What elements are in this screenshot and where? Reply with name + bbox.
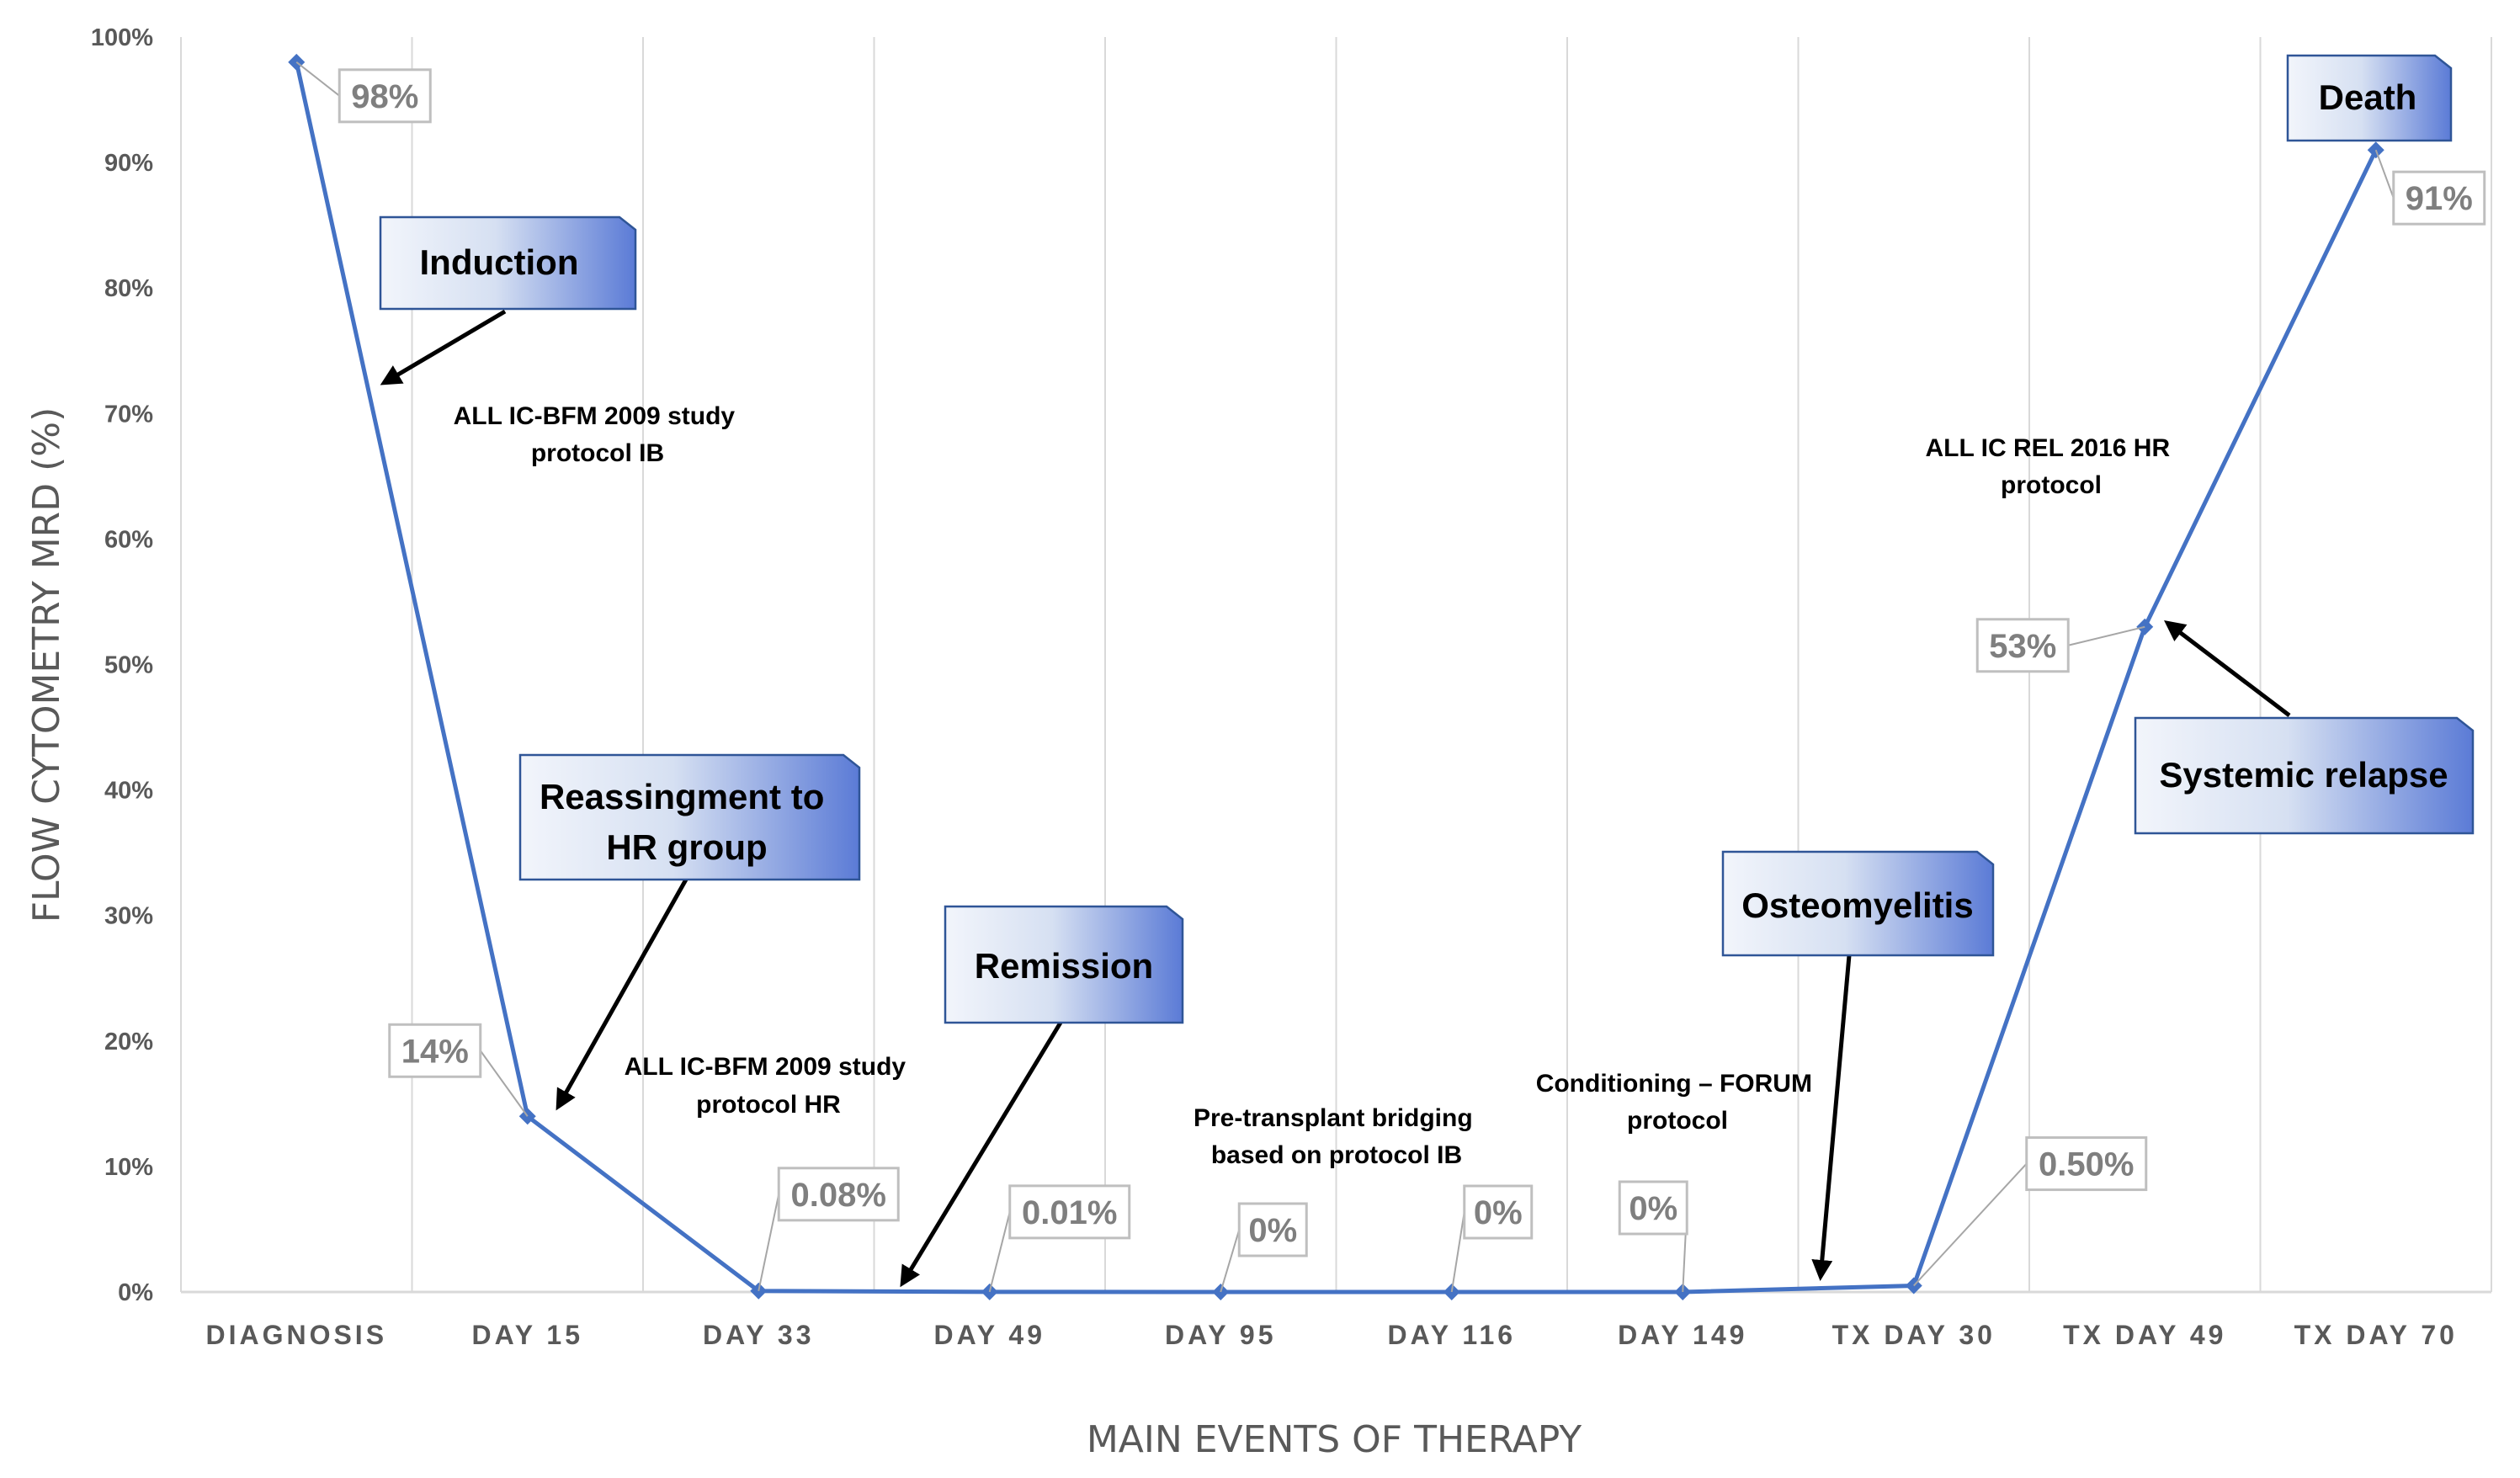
note-bridging: Pre-transplant bridging based on protoco…	[1194, 1104, 1480, 1169]
data-label-box	[388, 1023, 482, 1078]
callout-systemic-relapse: Systemic relapse	[2134, 716, 2475, 835]
data-label-text: 0%	[1248, 1212, 1297, 1249]
data-label: 0.50%	[1913, 1136, 2148, 1287]
data-label-box	[1008, 1184, 1131, 1240]
data-label-leader	[988, 1211, 1011, 1293]
data-label-box	[2392, 170, 2486, 226]
note-ic-bfm-ib: ALL IC-BFM 2009 study protocol IB	[454, 402, 742, 467]
data-label-box	[1975, 618, 2070, 673]
callout-osteomyelitis: Osteomyelitis	[1721, 850, 1995, 957]
x-tick-label: TX DAY 49	[2063, 1320, 2226, 1350]
arrow-reassignment	[556, 878, 688, 1111]
data-label-box	[1463, 1184, 1534, 1240]
x-tick-label: DAY 15	[471, 1320, 583, 1350]
arrow-osteomyelitis	[1811, 954, 1852, 1281]
x-tick-label: DIAGNOSIS	[205, 1320, 387, 1350]
data-label: 0%	[1618, 1180, 1688, 1293]
callout-reassignment: Reassingment to HR group	[518, 753, 861, 881]
data-label: 0%	[1450, 1184, 1534, 1293]
callout-osteomyelitis-text: Osteomyelitis	[1741, 885, 1973, 925]
y-tick-label: 40%	[104, 778, 153, 805]
x-axis-title: MAIN EVENTS OF THERAPY	[1087, 1418, 1582, 1461]
y-axis-ticks: 0% 10% 20% 30% 40% 50% 60% 70% 80% 90% 100%	[91, 24, 153, 1306]
arrow-systemic-relapse	[2164, 619, 2291, 717]
arrow-remission	[900, 1021, 1063, 1288]
data-label-leader	[295, 61, 340, 97]
x-tick-label: DAY 49	[933, 1320, 1045, 1350]
note-rel-2016: ALL IC REL 2016 HR protocol	[1926, 434, 2177, 499]
data-label: 0.08%	[758, 1167, 900, 1292]
x-tick-label: DAY 33	[703, 1320, 815, 1350]
data-label-text: 14%	[401, 1033, 469, 1070]
data-label-leader	[1450, 1211, 1465, 1293]
data-label: 14%	[388, 1023, 529, 1117]
arrow-induction	[380, 309, 507, 385]
data-label-leader	[1220, 1229, 1241, 1293]
data-label-text: 0%	[1629, 1190, 1677, 1227]
data-label: 98%	[295, 61, 432, 124]
y-tick-label: 30%	[104, 903, 153, 930]
data-label-text: 0.08%	[791, 1177, 886, 1214]
data-label-leader	[479, 1050, 529, 1117]
data-label-text: 0.50%	[2039, 1146, 2134, 1183]
data-label-box	[1618, 1180, 1688, 1236]
callout-remission: Remission	[944, 905, 1184, 1024]
y-axis-title: FLOW CYTOMETRY MRD (%)	[25, 407, 68, 923]
data-label-box	[1237, 1202, 1308, 1257]
callout-reassignment-text: Reassingment to HR group	[540, 777, 834, 867]
data-label-box	[338, 68, 432, 124]
y-tick-label: 10%	[104, 1154, 153, 1181]
data-label-leader	[2068, 625, 2145, 646]
x-tick-label: DAY 116	[1387, 1320, 1516, 1350]
y-tick-label: 70%	[104, 401, 153, 428]
data-label: 91%	[2374, 149, 2486, 226]
callout-death-text: Death	[2319, 77, 2417, 117]
data-label-text: 91%	[2406, 180, 2473, 217]
y-tick-label: 20%	[104, 1029, 153, 1055]
data-label-box	[2025, 1136, 2148, 1192]
data-label-leader	[2374, 149, 2395, 199]
y-tick-label: 50%	[104, 652, 153, 679]
data-label-leader	[1913, 1162, 2028, 1287]
x-tick-label: TX DAY 30	[1832, 1320, 1996, 1350]
callout-induction: Induction	[379, 215, 637, 311]
data-label-text: 98%	[351, 78, 418, 115]
y-tick-label: 60%	[104, 526, 153, 553]
data-label-text: 53%	[1989, 628, 2056, 665]
annotation-arrows	[380, 309, 2291, 1288]
callout-death: Death	[2286, 54, 2453, 142]
callout-remission-text: Remission	[975, 946, 1153, 986]
data-label-text: 0%	[1474, 1194, 1523, 1231]
data-label: 0%	[1220, 1202, 1308, 1293]
data-label-box	[777, 1167, 900, 1222]
y-tick-label: 100%	[91, 24, 153, 51]
callout-systemic-relapse-text: Systemic relapse	[2159, 755, 2448, 795]
x-tick-label: TX DAY 70	[2294, 1320, 2458, 1350]
note-ic-bfm-hr: ALL IC-BFM 2009 study protocol HR	[625, 1053, 913, 1119]
data-labels: 98% 14% 0.08% 0.01% 0% 0% 0% 0.50% 53% 91%	[295, 61, 2486, 1293]
callout-induction-text: Induction	[420, 242, 579, 282]
y-tick-label: 80%	[104, 275, 153, 302]
series-line	[294, 61, 2379, 1295]
x-tick-label: DAY 149	[1618, 1320, 1747, 1350]
data-label-leader	[758, 1194, 780, 1292]
y-tick-label: 0%	[118, 1279, 153, 1306]
x-tick-label: DAY 95	[1165, 1320, 1277, 1350]
note-conditioning: Conditioning – FORUM protocol	[1536, 1070, 1820, 1135]
data-label: 53%	[1975, 618, 2145, 673]
y-tick-label: 90%	[104, 150, 153, 177]
x-axis-ticks: DIAGNOSIS DAY 15 DAY 33 DAY 49 DAY 95 DAY 116…	[205, 1320, 2458, 1350]
data-label: 0.01%	[988, 1184, 1131, 1293]
data-label-text: 0.01%	[1022, 1194, 1117, 1231]
